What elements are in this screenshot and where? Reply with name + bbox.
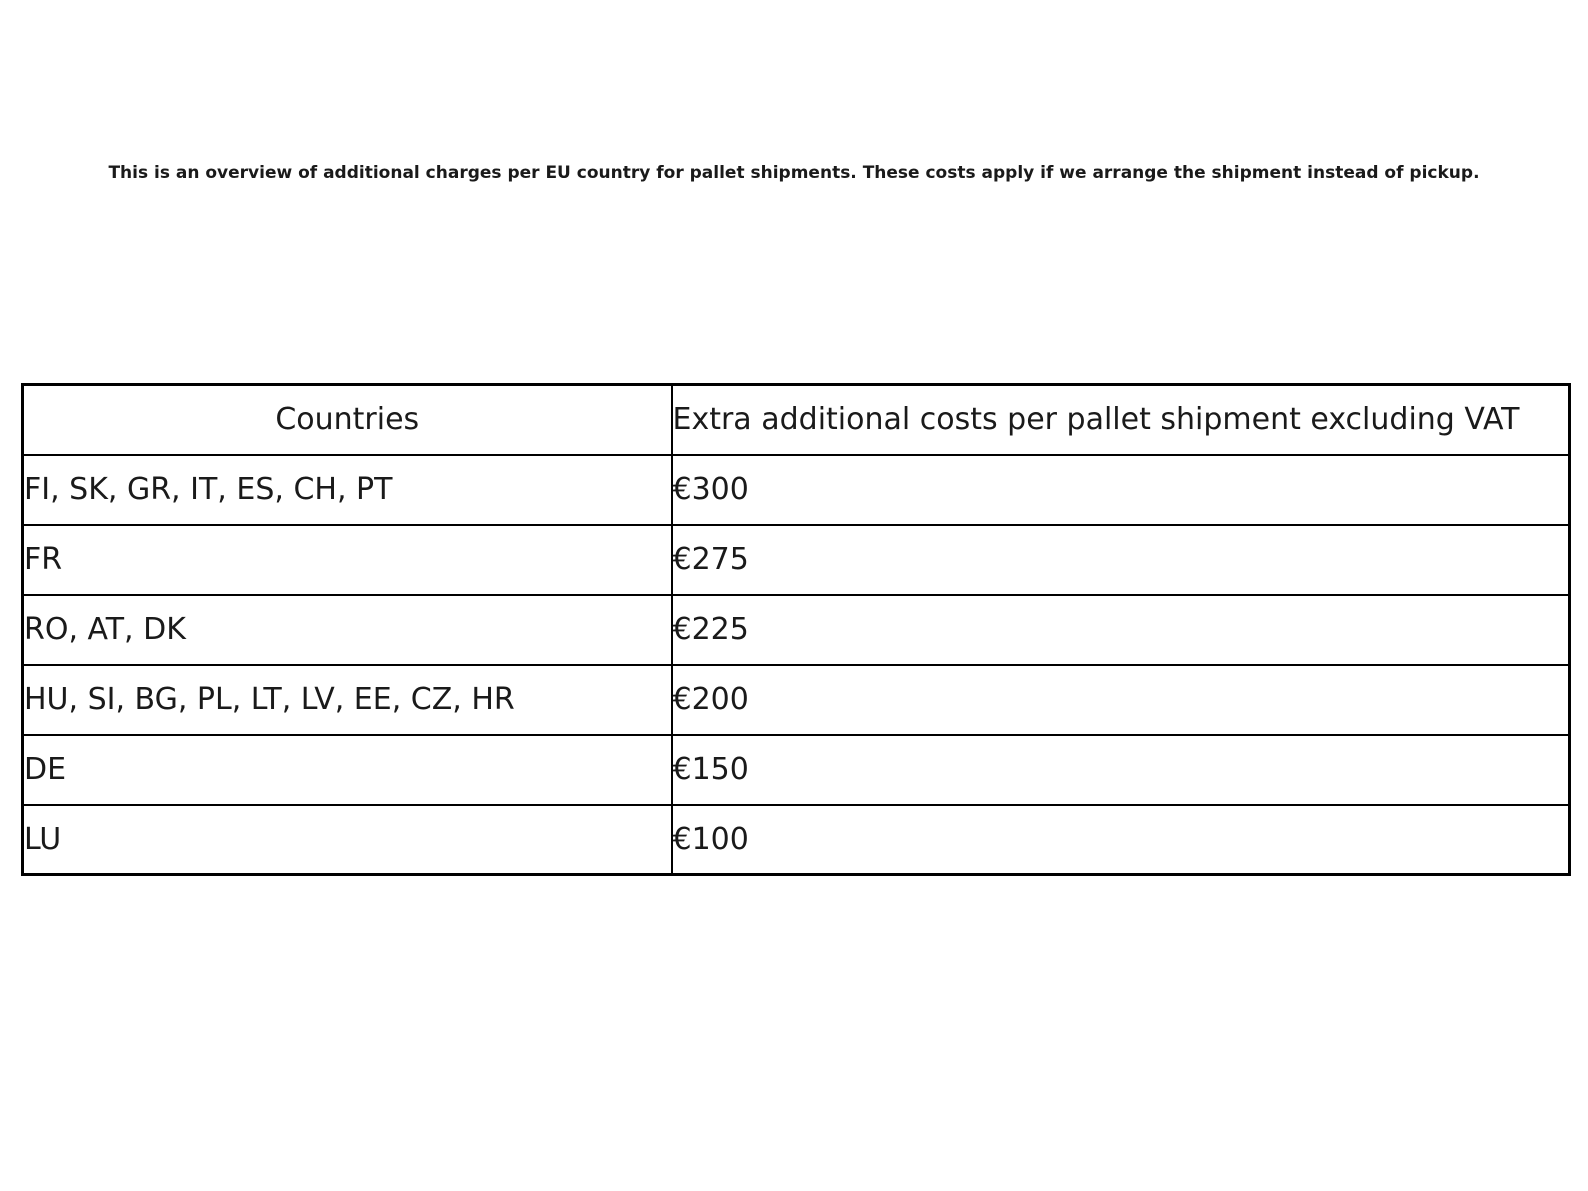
cell-countries: RO, AT, DK bbox=[21, 593, 673, 666]
table-row: HU, SI, BG, PL, LT, LV, EE, CZ, HR €200 bbox=[21, 663, 1571, 736]
cell-countries: DE bbox=[21, 733, 673, 806]
cell-cost: €150 bbox=[670, 733, 1571, 806]
cell-cost: €225 bbox=[670, 593, 1571, 666]
cell-cost: €100 bbox=[670, 803, 1571, 876]
charges-table: Countries Extra additional costs per pal… bbox=[21, 383, 1571, 876]
cell-countries: LU bbox=[21, 803, 673, 876]
cell-countries: HU, SI, BG, PL, LT, LV, EE, CZ, HR bbox=[21, 663, 673, 736]
table-header-row: Countries Extra additional costs per pal… bbox=[21, 383, 1571, 456]
table-row: RO, AT, DK €225 bbox=[21, 593, 1571, 666]
cell-cost: €275 bbox=[670, 523, 1571, 596]
cell-cost: €200 bbox=[670, 663, 1571, 736]
table-row: DE €150 bbox=[21, 733, 1571, 806]
table-row: FI, SK, GR, IT, ES, CH, PT €300 bbox=[21, 453, 1571, 526]
table-row: LU €100 bbox=[21, 803, 1571, 876]
cell-countries: FR bbox=[21, 523, 673, 596]
header-cell-costs: Extra additional costs per pallet shipme… bbox=[670, 383, 1571, 456]
cell-cost: €300 bbox=[670, 453, 1571, 526]
cell-countries: FI, SK, GR, IT, ES, CH, PT bbox=[21, 453, 673, 526]
table-row: FR €275 bbox=[21, 523, 1571, 596]
intro-text: This is an overview of additional charge… bbox=[108, 163, 1480, 183]
header-cell-countries: Countries bbox=[21, 383, 673, 456]
